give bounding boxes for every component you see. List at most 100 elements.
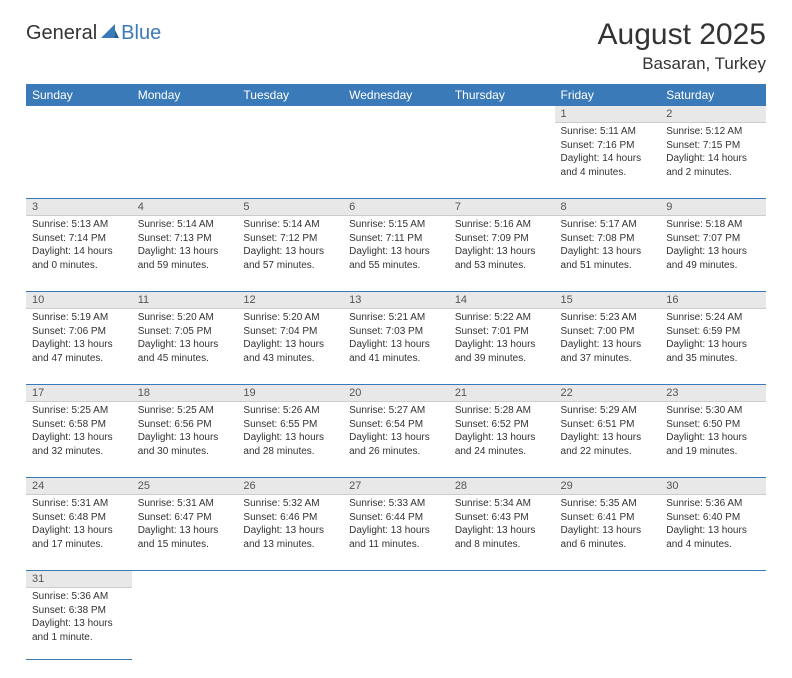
day-number: 22 bbox=[555, 385, 661, 402]
sunset-text: Sunset: 7:16 PM bbox=[561, 139, 655, 153]
daylight-text: Daylight: 13 hours and 49 minutes. bbox=[666, 245, 760, 272]
content-row: Sunrise: 5:31 AMSunset: 6:48 PMDaylight:… bbox=[26, 495, 766, 571]
day-number: 15 bbox=[555, 292, 661, 309]
daylight-text: Daylight: 14 hours and 4 minutes. bbox=[561, 152, 655, 179]
day-number: 28 bbox=[449, 478, 555, 495]
daylight-text: Daylight: 13 hours and 41 minutes. bbox=[349, 338, 443, 365]
daylight-text: Daylight: 13 hours and 22 minutes. bbox=[561, 431, 655, 458]
daylight-text: Daylight: 13 hours and 47 minutes. bbox=[32, 338, 126, 365]
sunset-text: Sunset: 7:07 PM bbox=[666, 232, 760, 246]
sunrise-text: Sunrise: 5:20 AM bbox=[243, 311, 337, 325]
day-cell: Sunrise: 5:25 AMSunset: 6:56 PMDaylight:… bbox=[132, 402, 238, 478]
calendar-table: Sunday Monday Tuesday Wednesday Thursday… bbox=[26, 84, 766, 660]
sunrise-text: Sunrise: 5:26 AM bbox=[243, 404, 337, 418]
day-cell: Sunrise: 5:18 AMSunset: 7:07 PMDaylight:… bbox=[660, 216, 766, 292]
sunset-text: Sunset: 7:12 PM bbox=[243, 232, 337, 246]
logo: General Blue bbox=[26, 22, 161, 45]
day-number: 3 bbox=[26, 199, 132, 216]
day-number: 30 bbox=[660, 478, 766, 495]
day-number bbox=[449, 571, 555, 588]
col-saturday: Saturday bbox=[660, 84, 766, 106]
sunrise-text: Sunrise: 5:14 AM bbox=[243, 218, 337, 232]
day-cell: Sunrise: 5:25 AMSunset: 6:58 PMDaylight:… bbox=[26, 402, 132, 478]
day-cell: Sunrise: 5:34 AMSunset: 6:43 PMDaylight:… bbox=[449, 495, 555, 571]
day-cell: Sunrise: 5:27 AMSunset: 6:54 PMDaylight:… bbox=[343, 402, 449, 478]
day-cell: Sunrise: 5:20 AMSunset: 7:04 PMDaylight:… bbox=[237, 309, 343, 385]
col-wednesday: Wednesday bbox=[343, 84, 449, 106]
daylight-text: Daylight: 13 hours and 57 minutes. bbox=[243, 245, 337, 272]
day-number: 7 bbox=[449, 199, 555, 216]
sunset-text: Sunset: 6:48 PM bbox=[32, 511, 126, 525]
location: Basaran, Turkey bbox=[598, 54, 766, 74]
day-number: 29 bbox=[555, 478, 661, 495]
col-thursday: Thursday bbox=[449, 84, 555, 106]
daynum-row: 3456789 bbox=[26, 199, 766, 216]
day-cell: Sunrise: 5:22 AMSunset: 7:01 PMDaylight:… bbox=[449, 309, 555, 385]
sunset-text: Sunset: 6:50 PM bbox=[666, 418, 760, 432]
daylight-text: Daylight: 13 hours and 45 minutes. bbox=[138, 338, 232, 365]
sunrise-text: Sunrise: 5:35 AM bbox=[561, 497, 655, 511]
day-cell: Sunrise: 5:20 AMSunset: 7:05 PMDaylight:… bbox=[132, 309, 238, 385]
day-cell: Sunrise: 5:15 AMSunset: 7:11 PMDaylight:… bbox=[343, 216, 449, 292]
sunrise-text: Sunrise: 5:20 AM bbox=[138, 311, 232, 325]
day-number bbox=[555, 571, 661, 588]
col-friday: Friday bbox=[555, 84, 661, 106]
sunset-text: Sunset: 7:15 PM bbox=[666, 139, 760, 153]
day-cell: Sunrise: 5:36 AMSunset: 6:38 PMDaylight:… bbox=[26, 588, 132, 660]
sunrise-text: Sunrise: 5:22 AM bbox=[455, 311, 549, 325]
day-number bbox=[660, 571, 766, 588]
day-cell: Sunrise: 5:26 AMSunset: 6:55 PMDaylight:… bbox=[237, 402, 343, 478]
day-cell: Sunrise: 5:32 AMSunset: 6:46 PMDaylight:… bbox=[237, 495, 343, 571]
day-cell bbox=[237, 123, 343, 199]
daylight-text: Daylight: 13 hours and 39 minutes. bbox=[455, 338, 549, 365]
day-cell bbox=[132, 588, 238, 660]
col-sunday: Sunday bbox=[26, 84, 132, 106]
day-cell: Sunrise: 5:17 AMSunset: 7:08 PMDaylight:… bbox=[555, 216, 661, 292]
sunrise-text: Sunrise: 5:19 AM bbox=[32, 311, 126, 325]
day-number: 16 bbox=[660, 292, 766, 309]
sail-icon bbox=[101, 24, 119, 38]
sunset-text: Sunset: 6:52 PM bbox=[455, 418, 549, 432]
day-cell: Sunrise: 5:21 AMSunset: 7:03 PMDaylight:… bbox=[343, 309, 449, 385]
sunset-text: Sunset: 6:43 PM bbox=[455, 511, 549, 525]
day-cell: Sunrise: 5:16 AMSunset: 7:09 PMDaylight:… bbox=[449, 216, 555, 292]
daylight-text: Daylight: 14 hours and 2 minutes. bbox=[666, 152, 760, 179]
sunrise-text: Sunrise: 5:23 AM bbox=[561, 311, 655, 325]
daylight-text: Daylight: 13 hours and 24 minutes. bbox=[455, 431, 549, 458]
day-number: 12 bbox=[237, 292, 343, 309]
day-cell: Sunrise: 5:36 AMSunset: 6:40 PMDaylight:… bbox=[660, 495, 766, 571]
content-row: Sunrise: 5:11 AMSunset: 7:16 PMDaylight:… bbox=[26, 123, 766, 199]
day-number: 27 bbox=[343, 478, 449, 495]
title-block: August 2025 Basaran, Turkey bbox=[598, 18, 766, 74]
col-monday: Monday bbox=[132, 84, 238, 106]
sunrise-text: Sunrise: 5:11 AM bbox=[561, 125, 655, 139]
daylight-text: Daylight: 13 hours and 8 minutes. bbox=[455, 524, 549, 551]
sunrise-text: Sunrise: 5:34 AM bbox=[455, 497, 549, 511]
sunrise-text: Sunrise: 5:24 AM bbox=[666, 311, 760, 325]
sunrise-text: Sunrise: 5:36 AM bbox=[32, 590, 126, 604]
sunset-text: Sunset: 7:14 PM bbox=[32, 232, 126, 246]
day-number: 8 bbox=[555, 199, 661, 216]
sunrise-text: Sunrise: 5:30 AM bbox=[666, 404, 760, 418]
day-number bbox=[449, 106, 555, 123]
day-number bbox=[132, 106, 238, 123]
day-cell bbox=[237, 588, 343, 660]
sunset-text: Sunset: 7:03 PM bbox=[349, 325, 443, 339]
day-cell bbox=[26, 123, 132, 199]
day-cell bbox=[343, 123, 449, 199]
logo-text-general: General bbox=[26, 22, 97, 45]
day-number bbox=[343, 106, 449, 123]
day-number: 31 bbox=[26, 571, 132, 588]
sunset-text: Sunset: 6:51 PM bbox=[561, 418, 655, 432]
weekday-header-row: Sunday Monday Tuesday Wednesday Thursday… bbox=[26, 84, 766, 106]
day-cell: Sunrise: 5:33 AMSunset: 6:44 PMDaylight:… bbox=[343, 495, 449, 571]
content-row: Sunrise: 5:25 AMSunset: 6:58 PMDaylight:… bbox=[26, 402, 766, 478]
day-cell bbox=[132, 123, 238, 199]
day-number: 5 bbox=[237, 199, 343, 216]
col-tuesday: Tuesday bbox=[237, 84, 343, 106]
day-number: 25 bbox=[132, 478, 238, 495]
sunrise-text: Sunrise: 5:17 AM bbox=[561, 218, 655, 232]
sunset-text: Sunset: 6:38 PM bbox=[32, 604, 126, 618]
day-cell: Sunrise: 5:19 AMSunset: 7:06 PMDaylight:… bbox=[26, 309, 132, 385]
day-number: 2 bbox=[660, 106, 766, 123]
